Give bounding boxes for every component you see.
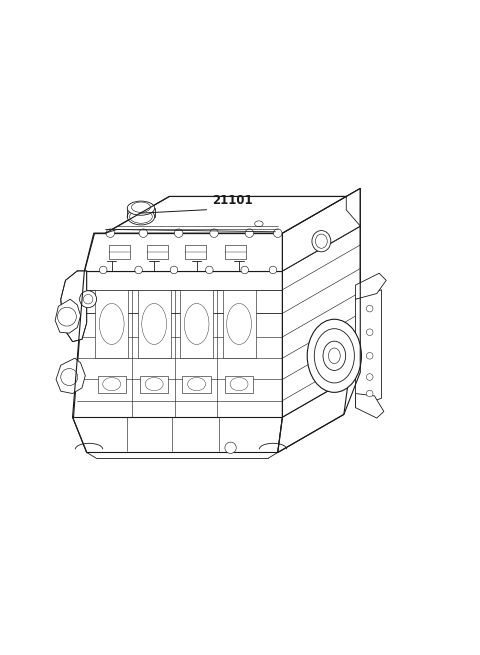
Polygon shape	[84, 233, 282, 271]
Ellipse shape	[230, 377, 248, 390]
Ellipse shape	[130, 210, 152, 223]
Polygon shape	[282, 226, 360, 417]
Circle shape	[80, 291, 96, 308]
Polygon shape	[356, 273, 386, 299]
Circle shape	[245, 229, 253, 237]
Ellipse shape	[127, 208, 155, 225]
Polygon shape	[225, 245, 246, 259]
Ellipse shape	[188, 377, 205, 390]
Circle shape	[135, 266, 143, 274]
Ellipse shape	[184, 303, 209, 345]
Ellipse shape	[328, 348, 340, 364]
Polygon shape	[282, 189, 360, 271]
Polygon shape	[61, 271, 87, 342]
Circle shape	[205, 266, 213, 274]
Circle shape	[99, 266, 107, 274]
Polygon shape	[72, 271, 282, 417]
Circle shape	[366, 305, 373, 312]
Circle shape	[58, 307, 76, 326]
Polygon shape	[56, 358, 85, 394]
Ellipse shape	[103, 377, 120, 390]
Circle shape	[170, 266, 178, 274]
Circle shape	[241, 266, 249, 274]
Polygon shape	[356, 290, 382, 407]
Polygon shape	[138, 290, 171, 358]
Ellipse shape	[307, 319, 361, 392]
Polygon shape	[97, 375, 126, 392]
Ellipse shape	[127, 201, 155, 215]
Ellipse shape	[254, 221, 263, 227]
Ellipse shape	[314, 329, 354, 383]
Circle shape	[84, 295, 93, 304]
Circle shape	[366, 374, 373, 381]
Ellipse shape	[315, 234, 327, 248]
Circle shape	[366, 352, 373, 359]
Polygon shape	[72, 417, 282, 453]
Circle shape	[174, 229, 183, 237]
Circle shape	[274, 229, 282, 237]
Circle shape	[366, 390, 373, 397]
Text: 21101: 21101	[212, 195, 252, 207]
Polygon shape	[109, 245, 130, 259]
Ellipse shape	[142, 303, 167, 345]
Ellipse shape	[323, 341, 346, 371]
Polygon shape	[106, 196, 346, 233]
Ellipse shape	[99, 303, 124, 345]
Polygon shape	[180, 290, 213, 358]
Polygon shape	[182, 375, 211, 392]
Polygon shape	[147, 245, 168, 259]
Circle shape	[210, 229, 218, 237]
Circle shape	[366, 329, 373, 335]
Polygon shape	[282, 196, 360, 271]
Circle shape	[106, 229, 115, 237]
Polygon shape	[225, 375, 253, 392]
Polygon shape	[185, 245, 205, 259]
Ellipse shape	[145, 377, 163, 390]
Polygon shape	[278, 379, 348, 453]
Ellipse shape	[227, 303, 252, 345]
Polygon shape	[95, 290, 128, 358]
Circle shape	[61, 369, 78, 386]
Polygon shape	[140, 375, 168, 392]
Circle shape	[269, 266, 277, 274]
Polygon shape	[223, 290, 255, 358]
Polygon shape	[55, 299, 81, 333]
Circle shape	[225, 442, 236, 453]
Ellipse shape	[132, 202, 150, 212]
Polygon shape	[356, 394, 384, 418]
Circle shape	[139, 229, 147, 237]
Ellipse shape	[312, 231, 331, 252]
